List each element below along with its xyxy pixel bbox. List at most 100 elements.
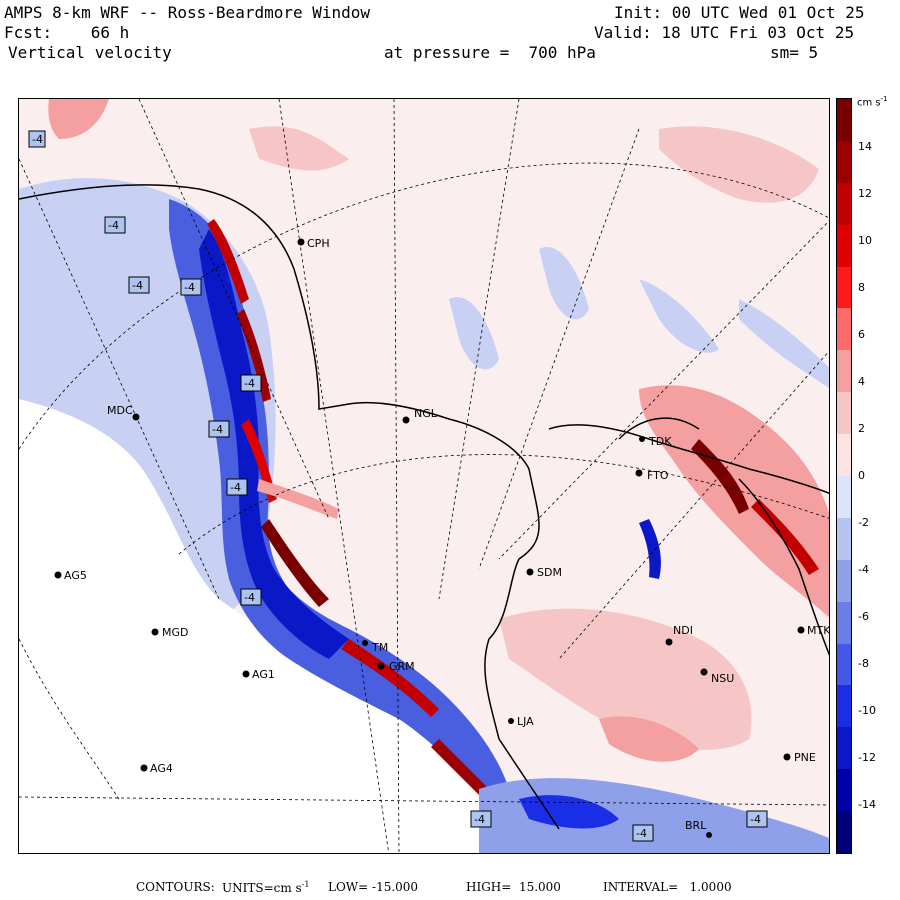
station-fto[interactable]: FTO [635, 469, 669, 482]
ice-shelf-region [19, 399, 519, 853]
station-label-brl: BRL [685, 819, 707, 832]
colorbar-segment [837, 769, 851, 812]
colorbar-tick-label: 10 [858, 234, 872, 247]
map-title: AMPS 8-km WRF -- Ross-Beardmore Window [4, 3, 371, 22]
colorbar-segment [837, 643, 851, 686]
station-brl[interactable]: BRL [685, 819, 712, 838]
dark-blue-south [519, 795, 619, 829]
svg-text:-4: -4 [244, 591, 255, 604]
station-tdk[interactable]: TDK [639, 435, 672, 448]
station-label-fto: FTO [647, 469, 669, 482]
colorbar-segment [837, 392, 851, 435]
station-mdc[interactable]: MDC [107, 404, 140, 421]
footer-units: UNITS=cm s-1 [222, 880, 310, 895]
station-pne[interactable]: PNE [783, 751, 816, 764]
svg-text:-4: -4 [32, 133, 43, 146]
dark-red-east-1 [691, 439, 749, 514]
station-sdm[interactable]: SDM [526, 566, 562, 579]
station-label-ag4: AG4 [150, 762, 173, 775]
svg-text:-4: -4 [108, 219, 119, 232]
red-streak-2 [237, 309, 271, 402]
contour-label: -4 [240, 374, 262, 392]
colorbar-tick-label: -14 [858, 798, 876, 811]
svg-text:-4: -4 [474, 813, 485, 826]
dark-blue-core [199, 229, 349, 659]
station-lja[interactable]: LJA [508, 715, 534, 728]
init-time: Init: 00 UTC Wed 01 Oct 25 [614, 3, 865, 22]
colorbar-tick-label: 2 [858, 422, 865, 435]
station-grm[interactable]: GRM [377, 660, 415, 673]
blue-east-1 [639, 519, 661, 579]
station-label-tdk: TDK [648, 435, 672, 448]
station-label-ndi: NDI [673, 624, 693, 637]
colorbar-tick-label: 12 [858, 187, 872, 200]
colorbar-segment [837, 182, 851, 226]
coastline [19, 184, 829, 830]
colorbar-segment [837, 601, 851, 645]
blue-streak-east [739, 299, 829, 388]
variable-name: Vertical velocity [8, 43, 172, 62]
station-label-mdc: MDC [107, 404, 133, 417]
contour-label: -4 [470, 810, 492, 828]
contour-labels: -4 -4 -4 -4 -4 -4 -4 -4 -4 -4 -4 [28, 130, 768, 842]
colorbar-tick-label: 6 [858, 328, 865, 341]
contour-label: -4 [104, 216, 126, 234]
station-cph[interactable]: CPH [297, 237, 330, 250]
station-label-pne: PNE [794, 751, 816, 764]
station-tm[interactable]: TM [362, 640, 388, 654]
colorbar-unit: cm s-1 [857, 95, 888, 109]
station-label-mgd: MGD [162, 626, 189, 639]
stations: CPH MDC NGL FTO TDK AG5 MGD AG1 AG4 SDM … [54, 237, 831, 838]
station-label-ag1: AG1 [252, 668, 275, 681]
colorbar-segment [837, 266, 851, 309]
station-label-grm: GRM [389, 660, 415, 673]
pink-patch-ne [659, 126, 819, 203]
colorbar-segment [837, 308, 851, 351]
colorbar-tick-label: 14 [858, 140, 872, 153]
colorbar-tick-label: -8 [858, 657, 869, 670]
blue-streak-center-2 [539, 247, 589, 320]
svg-text:-4: -4 [636, 827, 647, 840]
forecast-hour: Fcst: 66 h [4, 23, 130, 42]
station-mtk[interactable]: MTK [797, 624, 831, 637]
pink-patch-north [249, 126, 349, 171]
station-label-sdm: SDM [537, 566, 562, 579]
station-ngl[interactable]: NGL [402, 407, 438, 424]
red-streak-5 [261, 519, 329, 607]
colorbar-tick-label: -6 [858, 610, 869, 623]
footer-interval: INTERVAL= 1.0000 [603, 880, 732, 894]
station-ag4[interactable]: AG4 [140, 762, 173, 775]
footer-low: LOW= -15.000 [328, 880, 419, 894]
dark-red-east-2 [751, 499, 819, 575]
contour-label: -4 [208, 420, 230, 438]
footer-high: HIGH= 15.000 [466, 880, 561, 894]
station-nsu[interactable]: NSU [700, 668, 735, 686]
station-mgd[interactable]: MGD [151, 626, 189, 639]
svg-text:-4: -4 [244, 377, 255, 390]
contour-label: -4 [180, 278, 202, 296]
contour-label: -4 [746, 810, 768, 828]
colorbar-tick-label: 0 [858, 469, 865, 482]
colorbar-segment [837, 224, 851, 268]
blue-streak-center-1 [449, 297, 499, 370]
svg-text:-4: -4 [230, 481, 241, 494]
map-panel: CPH MDC NGL FTO TDK AG5 MGD AG1 AG4 SDM … [18, 98, 830, 854]
colorbar-tick-label: -10 [858, 704, 876, 717]
station-label-ag5: AG5 [64, 569, 87, 582]
blue-streak-center-3 [639, 279, 719, 353]
station-ag5[interactable]: AG5 [54, 569, 87, 582]
station-ag1[interactable]: AG1 [242, 668, 275, 681]
station-label-tm: TM [371, 641, 388, 654]
colorbar-segment [837, 811, 851, 854]
colorbar-segment [837, 517, 851, 561]
contour-label: -4 [240, 588, 262, 606]
svg-text:-4: -4 [184, 281, 195, 294]
colorbar-segment [837, 727, 851, 770]
footer-contours: CONTOURS: [136, 880, 215, 894]
contour-label: -4 [226, 478, 248, 496]
station-label-lja: LJA [517, 715, 534, 728]
colorbar-segment [837, 434, 851, 477]
contour-label: -4 [28, 130, 46, 148]
station-ndi[interactable]: NDI [665, 624, 693, 646]
svg-text:-4: -4 [132, 279, 143, 292]
